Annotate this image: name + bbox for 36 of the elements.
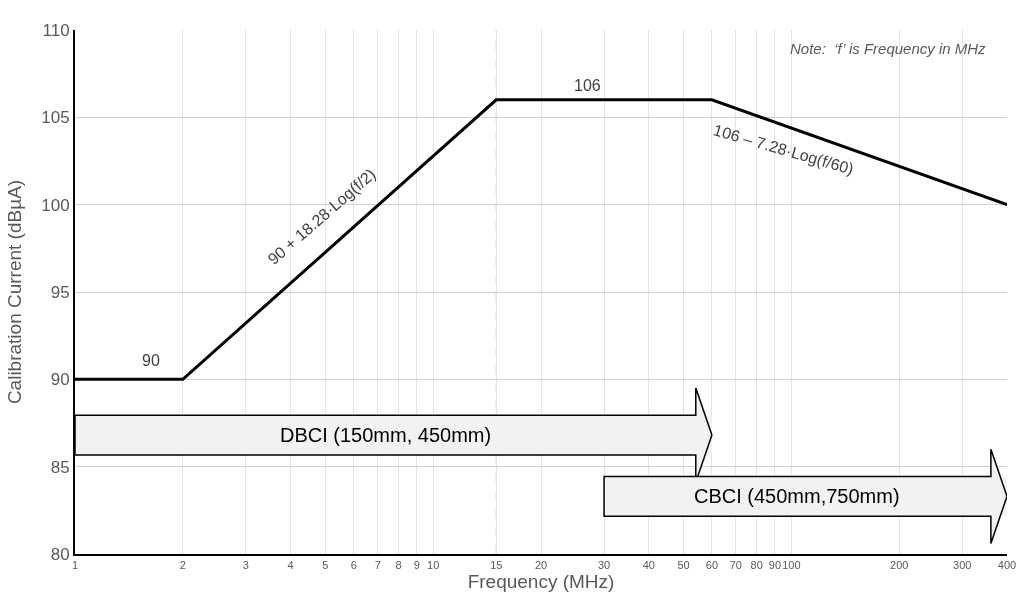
x-tick-label: 10 [427,559,440,572]
x-tick-label: 1 [71,559,79,572]
x-tick-label: 60 [705,559,719,572]
y-axis-title: Calibration Current (dBµA) [3,179,25,405]
y-tick-label: 90 [50,370,70,390]
x-axis-title: Frequency (MHz) [467,571,615,593]
x-tick-label: 200 [890,559,909,572]
x-tick-label: 100 [782,559,801,572]
y-tick-label: 100 [41,195,70,215]
x-tick-label: 90 [768,559,782,572]
x-tick-label: 9 [413,559,420,572]
x-tick-label: 80 [750,559,763,572]
annotation: Note: ‘f’ is Frequency in MHz [790,40,987,57]
x-tick-label: 15 [490,559,503,572]
band-label: DBCI (150mm, 450mm) [280,424,492,446]
x-tick-label: 70 [729,559,742,572]
x-tick-label: 8 [395,559,402,572]
x-tick-label: 300 [953,559,972,572]
x-tick-label: 30 [597,559,611,572]
x-tick-label: 4 [287,559,294,572]
y-tick-label: 95 [50,282,70,302]
x-tick-label: 6 [350,559,357,572]
annotation: 106 [574,77,601,94]
band-label: CBCI (450mm,750mm) [694,485,900,507]
x-tick-label: 2 [179,559,186,572]
y-tick-label: 105 [41,108,70,128]
x-tick-label: 20 [534,559,548,572]
x-tick-label: 400 [997,559,1017,572]
x-tick-label: 7 [374,559,381,572]
x-tick-label: 3 [242,559,249,572]
annotation: 90 [142,352,160,369]
y-tick-label: 85 [50,457,70,477]
y-tick-label: 110 [42,20,70,40]
x-tick-label: 50 [677,559,690,572]
x-tick-label: 5 [322,559,329,572]
x-tick-label: 40 [642,559,655,572]
